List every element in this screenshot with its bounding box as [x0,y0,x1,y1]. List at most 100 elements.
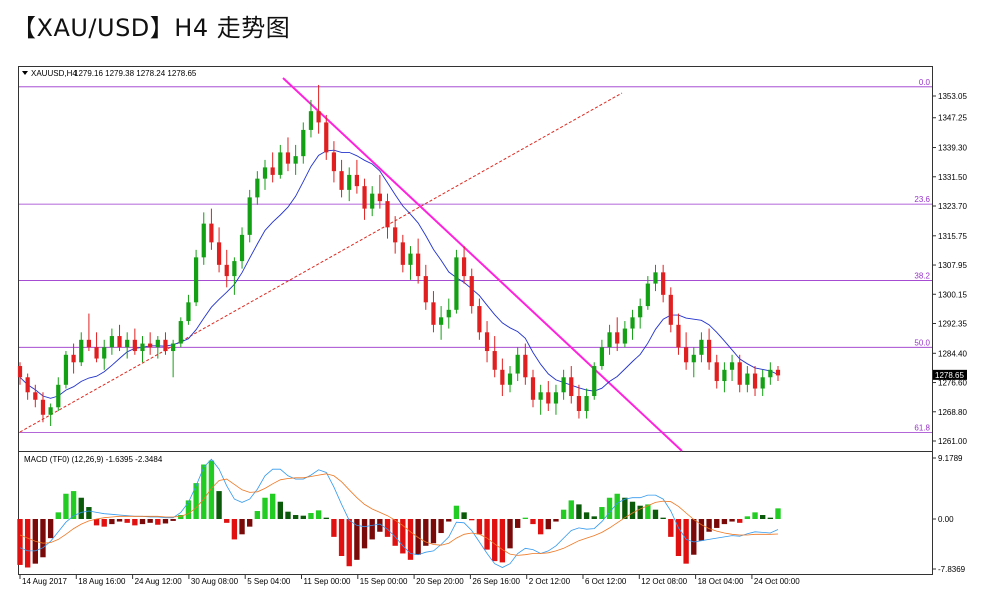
macd-histogram-bar [683,519,689,564]
candle-body [385,201,390,228]
candle-body [209,223,214,243]
macd-histogram-bar [193,483,199,519]
candle-body [576,396,582,412]
candle-body [140,343,145,352]
macd-histogram-bar [354,519,360,560]
candle-body [316,111,321,123]
candle-body [163,339,168,352]
candle-body [301,129,306,157]
macd-histogram-bar [346,519,352,567]
macd-histogram-bar [384,519,391,537]
macd-histogram-bar [216,491,222,519]
candle-body [768,369,773,378]
candle-body [155,339,160,348]
macd-histogram-bar [591,516,597,519]
macd-histogram-bar [277,501,284,519]
time-tick-label: 30 Aug 08:00 [191,577,239,586]
macd-histogram-bar [721,519,728,525]
candle-body [523,354,528,378]
macd-histogram-bar [614,493,620,519]
macd-histogram-bar [599,507,605,519]
candle-body [507,373,513,385]
candle-body [393,227,398,243]
macd-histogram-bar [637,505,643,519]
macd-histogram-bar [706,519,712,532]
macd-histogram-bar [392,519,398,546]
page-title: 【XAU/USD】H4 走势图 [12,14,291,42]
macd-histogram-bar [499,519,506,563]
macd-histogram-bar [247,519,253,527]
candle-body [584,396,589,412]
time-tick-label: 15 Sep 00:00 [360,577,408,586]
price-tick-label: 1331.50 [938,173,967,182]
macd-histogram-bar [262,497,268,519]
macd-histogram-bar [760,515,766,519]
macd-histogram-bar [453,505,460,519]
macd-histogram-bar [545,519,551,530]
macd-histogram-bar [361,519,368,549]
macd-histogram-bar [101,519,107,527]
macd-histogram-bar [47,519,54,539]
macd-histogram-bar [323,517,329,519]
macd-histogram-bar [729,519,735,522]
candle-body [630,317,635,329]
macd-histogram-bar [514,519,521,528]
candle-body [699,339,704,355]
macd-histogram-bar [254,511,261,519]
candle-body [645,283,650,307]
macd-histogram-bar [423,519,429,546]
price-tick-label: 1300.15 [938,290,967,299]
macd-histogram-bar [338,519,345,557]
macd-histogram-bar [691,519,697,555]
macd-histogram-bar [492,519,498,562]
candle-body [684,347,689,363]
macd-histogram-bar [476,519,483,535]
macd-histogram-bar [537,519,544,535]
dropdown-arrow-icon[interactable] [22,71,28,75]
candle-body [423,276,428,303]
macd-histogram-bar [124,519,130,523]
time-tick-label: 18 Oct 04:00 [698,577,744,586]
candle-body [530,377,536,400]
candle-body [400,242,405,265]
macd-histogram-bar [40,519,46,558]
macd-histogram-bar [407,519,414,560]
fib-level-label: 0.0 [919,78,931,87]
candle-body [308,111,314,130]
current-price-marker [933,369,967,380]
price-tick-label: 1276.60 [938,379,967,388]
candle-body [500,369,505,385]
candle-body [431,302,436,325]
chart-ohlc: 1279.16 1279.38 1278.24 1278.65 [74,69,197,78]
candle-body [63,354,69,385]
candle-body [722,369,727,382]
candle-body [193,257,199,303]
candle-body [416,253,421,277]
candle-body [247,197,252,235]
chart-symbol: XAUUSD,H4 [31,69,77,78]
macd-histogram-bar [269,493,276,519]
candle-body [293,156,298,164]
candle-body [40,399,46,415]
macd-histogram-bar [530,519,536,525]
macd-histogram-bar [377,519,383,532]
macd-histogram-bar [292,515,299,519]
falling-trendline [282,77,683,452]
price-tick-label: 1339.30 [938,144,967,153]
macd-histogram-bar [162,519,169,524]
macd-histogram-bar [24,519,31,568]
candle-body [538,392,543,400]
time-tick-label: 14 Aug 2017 [22,577,67,586]
time-tick-label: 2 Oct 12:00 [529,577,571,586]
time-tick-label: 24 Oct 00:00 [754,577,800,586]
candle-body [484,332,490,352]
macd-histogram-bar [224,519,230,523]
price-tick-label: 1261.00 [938,437,967,446]
candle-body [347,174,352,190]
candle-body [729,362,735,370]
candle-body [339,171,344,190]
macd-histogram-bar [469,519,475,521]
candle-body [446,309,451,318]
macd-histogram-bar [675,519,682,557]
